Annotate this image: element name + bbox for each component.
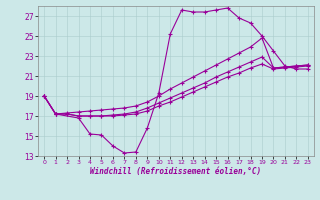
X-axis label: Windchill (Refroidissement éolien,°C): Windchill (Refroidissement éolien,°C) [91,167,261,176]
